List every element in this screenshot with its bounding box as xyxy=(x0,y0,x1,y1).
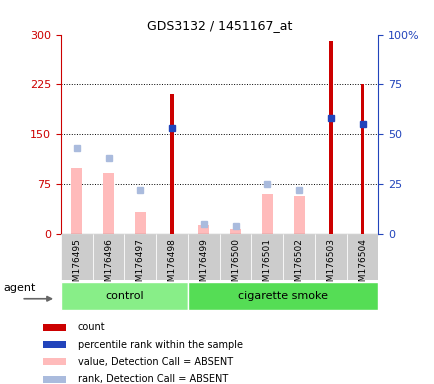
Text: count: count xyxy=(78,322,105,332)
Text: GSM176502: GSM176502 xyxy=(294,238,303,293)
Bar xyxy=(71,168,82,234)
Bar xyxy=(61,282,187,310)
Bar xyxy=(261,194,272,234)
Bar xyxy=(293,195,304,234)
Text: GSM176500: GSM176500 xyxy=(230,238,240,293)
Title: GDS3132 / 1451167_at: GDS3132 / 1451167_at xyxy=(147,19,292,32)
Bar xyxy=(219,234,251,280)
Text: GSM176503: GSM176503 xyxy=(326,238,335,293)
Text: GSM176499: GSM176499 xyxy=(199,238,208,293)
Bar xyxy=(170,94,174,234)
Bar xyxy=(187,282,378,310)
Bar xyxy=(43,324,66,331)
Text: GSM176495: GSM176495 xyxy=(72,238,81,293)
Bar xyxy=(230,229,240,234)
Bar xyxy=(135,212,145,234)
Text: cigarette smoke: cigarette smoke xyxy=(238,291,327,301)
Bar xyxy=(61,234,92,280)
Bar xyxy=(187,234,219,280)
Bar xyxy=(92,234,124,280)
Text: GSM176504: GSM176504 xyxy=(357,238,366,293)
Text: control: control xyxy=(105,291,143,301)
Text: GSM176497: GSM176497 xyxy=(135,238,145,293)
Bar xyxy=(314,234,346,280)
Bar xyxy=(251,234,283,280)
Bar xyxy=(198,225,209,234)
Bar xyxy=(103,173,114,234)
Text: value, Detection Call = ABSENT: value, Detection Call = ABSENT xyxy=(78,357,233,367)
Bar xyxy=(156,234,187,280)
Text: GSM176501: GSM176501 xyxy=(262,238,271,293)
Bar xyxy=(346,234,378,280)
Text: agent: agent xyxy=(3,283,35,293)
Bar xyxy=(43,358,66,365)
Bar xyxy=(328,41,332,234)
Bar xyxy=(124,234,156,280)
Bar xyxy=(360,84,364,234)
Text: rank, Detection Call = ABSENT: rank, Detection Call = ABSENT xyxy=(78,374,227,384)
Text: GSM176496: GSM176496 xyxy=(104,238,113,293)
Text: percentile rank within the sample: percentile rank within the sample xyxy=(78,339,242,349)
Bar xyxy=(43,341,66,348)
Bar xyxy=(43,376,66,382)
Bar xyxy=(283,234,314,280)
Text: GSM176498: GSM176498 xyxy=(167,238,176,293)
